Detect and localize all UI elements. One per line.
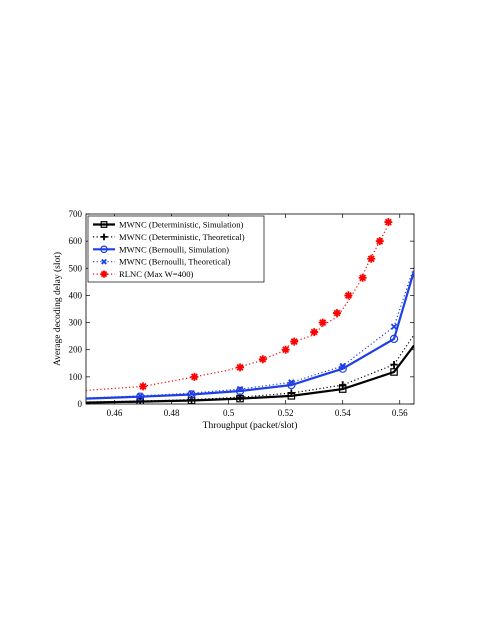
data-point	[390, 323, 398, 330]
x-tick-label: 0.48	[164, 408, 180, 418]
data-point	[136, 397, 144, 404]
x-tick-label: 0.46	[107, 408, 123, 418]
y-tick-label: 600	[69, 236, 83, 246]
series-line	[86, 344, 414, 404]
y-tick-label: 700	[69, 209, 83, 219]
legend-item: MWNC (Deterministic, Simulation)	[93, 220, 243, 230]
series-5	[86, 218, 393, 391]
data-point	[332, 309, 341, 318]
data-point	[287, 389, 296, 397]
y-tick-label: 200	[69, 345, 83, 355]
data-point	[339, 362, 346, 370]
x-axis-label: Throughput (packet/slot)	[203, 420, 298, 431]
data-point	[310, 328, 319, 337]
legend-box	[87, 215, 265, 283]
data-point	[236, 385, 244, 393]
legend-label: MWNC (Deterministic, Simulation)	[119, 220, 243, 230]
series-4	[86, 266, 414, 400]
legend-marker	[100, 233, 108, 241]
legend-marker	[100, 245, 108, 254]
series-line	[86, 334, 414, 403]
data-point	[389, 334, 399, 344]
x-tick-label: 0.56	[392, 408, 408, 418]
data-point	[375, 237, 384, 246]
y-tick-label: 500	[69, 263, 83, 273]
y-tick-label: 400	[69, 290, 83, 300]
legend-item: MWNC (Bernoulli, Theoretical)	[93, 257, 230, 267]
series-line	[86, 266, 414, 399]
series-line	[86, 270, 414, 400]
x-tick-label: 0.52	[278, 408, 294, 418]
y-tick-label: 300	[69, 318, 83, 328]
data-point	[288, 379, 295, 386]
data-point	[358, 273, 367, 282]
legend-label: MWNC (Bernoulli, Simulation)	[119, 244, 229, 254]
legend-label: RLNC (Max W=400)	[119, 269, 194, 279]
data-point	[136, 392, 144, 400]
data-point	[281, 345, 290, 354]
data-point	[344, 291, 353, 300]
legend: MWNC (Deterministic, Simulation) MWNC (De…	[87, 215, 265, 283]
data-point	[318, 318, 327, 327]
data-point	[390, 360, 398, 369]
legend-item: RLNC (Max W=400)	[93, 269, 194, 279]
data-point	[390, 368, 398, 376]
data-point	[367, 254, 376, 263]
data-point	[384, 218, 393, 227]
axis-ticks: 0.46 0.48 0.5 0.52 0.54 0.56 0 100 200 300 400 500 6…	[69, 209, 414, 418]
data-point	[258, 355, 267, 364]
data-point	[236, 363, 245, 372]
x-tick-label: 0.54	[335, 408, 351, 418]
data-point	[187, 395, 196, 404]
data-point	[290, 337, 299, 346]
data-point	[188, 389, 195, 397]
legend-marker	[101, 258, 107, 265]
y-tick-label: 0	[78, 399, 83, 409]
data-point	[190, 372, 199, 381]
data-point	[135, 392, 145, 401]
legend-item: MWNC (Deterministic, Theoretical)	[93, 232, 245, 242]
y-axis-label: Average decoding delay (slot)	[52, 252, 63, 366]
x-tick-label: 0.5	[223, 408, 235, 418]
legend-item: MWNC (Bernoulli, Simulation)	[93, 244, 229, 254]
data-point	[235, 386, 245, 396]
y-tick-label: 100	[69, 372, 83, 382]
data-point	[139, 382, 148, 391]
legend-marker	[100, 270, 108, 278]
data-point	[338, 381, 347, 389]
legend-marker	[100, 221, 108, 228]
legend-label: MWNC (Bernoulli, Theoretical)	[119, 257, 230, 267]
legend-label: MWNC (Deterministic, Theoretical)	[119, 232, 245, 242]
data-point	[187, 390, 196, 399]
series-group	[86, 218, 414, 404]
series-2	[86, 334, 414, 404]
